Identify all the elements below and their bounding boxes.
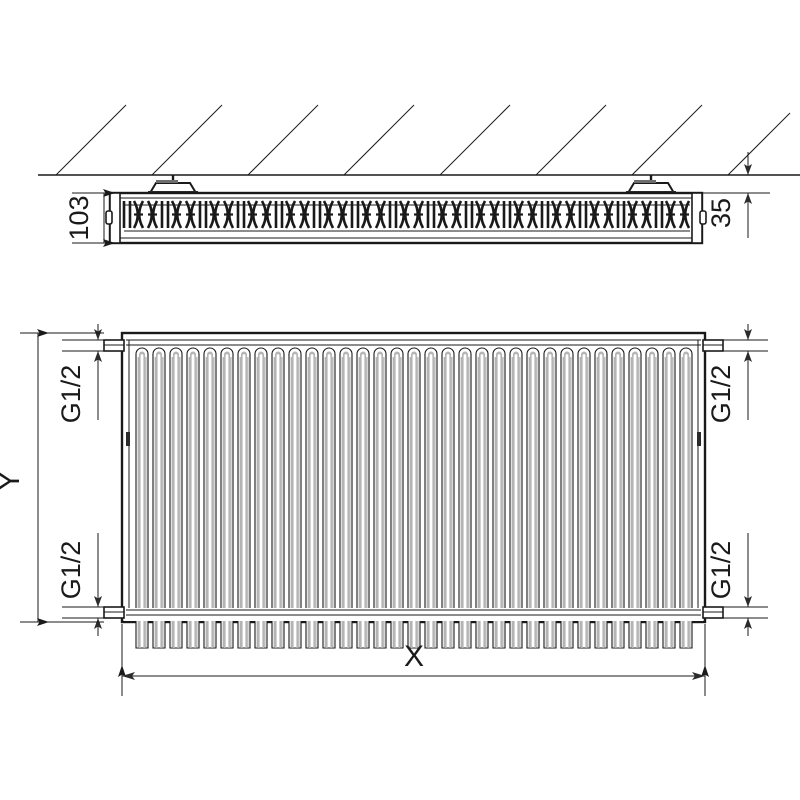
section-port-left <box>105 210 113 225</box>
connection-label: G1/2 <box>56 541 86 600</box>
side-clip-right <box>697 432 701 446</box>
label-connection-bottom-left: G1/2 <box>56 533 122 636</box>
dimension-height-Y: Y <box>0 329 104 626</box>
wall-hatching <box>55 104 791 176</box>
wallgap-dimension-label: 35 <box>706 198 736 228</box>
section-port-right <box>699 210 707 225</box>
connection-label: G1/2 <box>706 365 736 424</box>
connection-stub-top-right <box>702 339 724 352</box>
connection-label: G1/2 <box>56 365 86 424</box>
connection-stub-top-left <box>103 339 125 352</box>
connection-label: G1/2 <box>706 541 736 600</box>
dimension-depth-103: 103 <box>64 189 124 247</box>
side-clip-left <box>126 432 130 446</box>
connection-stub-bottom-left <box>103 606 125 619</box>
width-dimension-label: X <box>404 640 424 673</box>
label-connection-bottom-right: G1/2 <box>705 533 768 636</box>
depth-dimension-label: 103 <box>64 195 94 240</box>
top-section-view: 103 35 <box>38 104 800 247</box>
dimension-wallgap-35: 35 <box>700 152 770 238</box>
connection-stub-bottom-right <box>702 606 724 619</box>
radiator-fin-pattern <box>122 199 691 232</box>
label-connection-top-right: G1/2 <box>705 324 768 423</box>
height-dimension-label: Y <box>0 471 26 491</box>
front-elevation-view: G1/2 G1/2 G1/2 <box>0 324 768 696</box>
label-connection-top-left: G1/2 <box>56 324 122 423</box>
dimension-width-X: X <box>118 624 709 696</box>
